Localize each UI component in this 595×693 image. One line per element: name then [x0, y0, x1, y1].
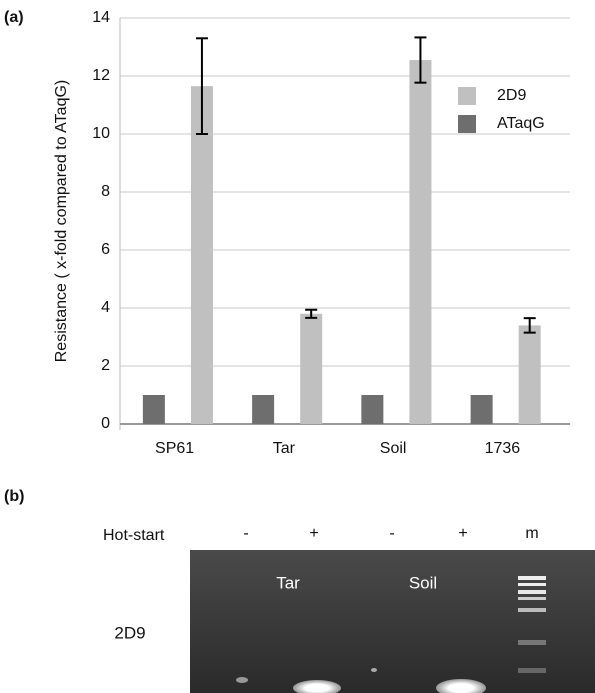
y-tick-label: 10 [92, 125, 110, 142]
gel-label: Tar [276, 573, 300, 592]
lane-label: + [458, 525, 467, 542]
bar [143, 395, 165, 424]
panel-label: (a) [4, 9, 24, 26]
x-tick-label: 1736 [485, 440, 521, 457]
sample-label: 2D9 [114, 623, 145, 642]
plot: 0 2 4 6 8 10 12 14 SP61 Tar Soil 1736 2D9 ATaqG [92, 9, 570, 457]
bar [519, 325, 541, 424]
legend-label: ATaqG [497, 115, 545, 132]
bar [252, 395, 274, 424]
legend-swatch [458, 87, 476, 105]
bar [191, 86, 213, 424]
legend-label: 2D9 [497, 87, 526, 104]
y-tick-label: 14 [92, 9, 110, 26]
legend-swatch [458, 115, 476, 133]
gel-label: Soil [409, 573, 437, 592]
y-axis-label: Resistance ( x-fold compared to ATaqG) [53, 80, 70, 363]
y-tick-label: 2 [101, 357, 110, 374]
bar [409, 60, 431, 424]
figure: (a) Resistance ( x-fold compared to ATaq… [0, 0, 595, 693]
bar [361, 395, 383, 424]
lane-label: m [525, 525, 538, 542]
y-tick-label: 0 [101, 415, 110, 432]
x-tick-label: Soil [380, 440, 407, 457]
y-tick-label: 12 [92, 67, 110, 84]
x-tick-label: SP61 [155, 440, 194, 457]
x-tick-label: Tar [273, 440, 296, 457]
lane-label: - [243, 525, 248, 542]
panel-label: (b) [4, 488, 24, 505]
lane-label: - [389, 525, 394, 542]
y-tick-label: 4 [101, 299, 110, 316]
bar [471, 395, 493, 424]
bar [300, 314, 322, 424]
row-label: Hot-start [103, 527, 165, 544]
y-tick-label: 8 [101, 183, 110, 200]
lane-label: + [309, 525, 318, 542]
y-tick-label: 6 [101, 241, 110, 258]
